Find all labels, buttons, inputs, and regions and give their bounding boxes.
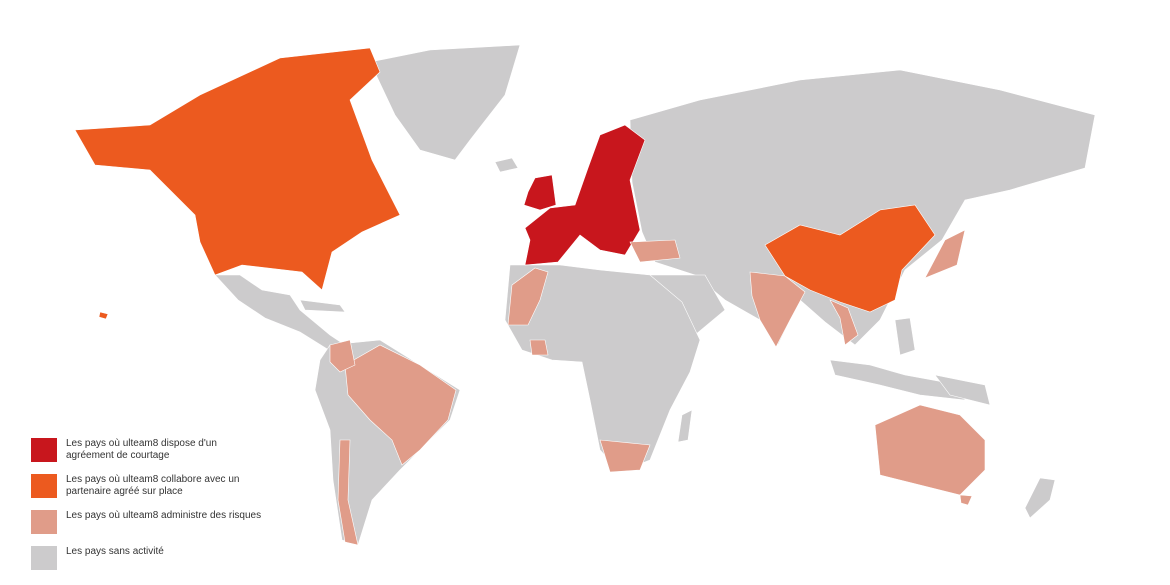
region-iceland (494, 157, 519, 173)
region-south-africa (599, 439, 651, 473)
legend-swatch (31, 438, 57, 462)
legend-swatch (31, 510, 57, 534)
region-chile (337, 439, 359, 546)
legend-label: Les pays sans activité (66, 546, 164, 557)
region-west-africa (529, 339, 549, 356)
legend-item-none: Les pays sans activité (31, 546, 266, 572)
legend-swatch (31, 474, 57, 498)
region-europe (524, 124, 646, 266)
region-australia (874, 404, 986, 496)
region-caribbean (299, 299, 346, 313)
legend: Les pays où ulteam8 dispose d'un agréeme… (31, 438, 266, 582)
region-brazil (344, 344, 457, 466)
region-turkey (629, 239, 681, 263)
region-asia (629, 69, 1096, 346)
legend-label: Les pays où ulteam8 collabore avec un pa… (66, 474, 240, 497)
region-indonesia (829, 359, 966, 401)
region-new-zealand (1024, 477, 1056, 519)
region-africa (504, 264, 701, 473)
legend-swatch (31, 546, 57, 570)
legend-item-partner: Les pays où ulteam8 collabore avec un pa… (31, 474, 266, 500)
region-uk-ireland (523, 174, 557, 211)
legend-item-brokerage: Les pays où ulteam8 dispose d'un agréeme… (31, 438, 266, 464)
region-morocco (507, 267, 549, 326)
region-japan (924, 229, 966, 279)
region-tasmania (959, 494, 973, 506)
region-vietnam (829, 299, 859, 346)
region-central-america (214, 274, 346, 353)
legend-label: Les pays où ulteam8 dispose d'un agréeme… (66, 438, 217, 461)
region-philippines (894, 317, 916, 356)
legend-item-risk: Les pays où ulteam8 administre des risqu… (31, 510, 266, 536)
region-hawaii (98, 311, 109, 320)
legend-label: Les pays où ulteam8 administre des risqu… (66, 510, 262, 521)
region-madagascar (677, 409, 693, 443)
region-colombia (329, 339, 356, 373)
region-greenland (369, 44, 521, 161)
region-new-guinea (934, 374, 991, 406)
region-china (764, 204, 936, 313)
region-north-america (74, 47, 401, 291)
region-india (749, 271, 806, 348)
